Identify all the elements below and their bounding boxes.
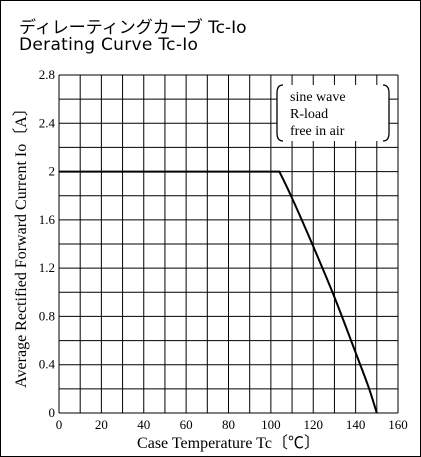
x-tick-label: 60 — [180, 417, 193, 432]
y-tick-labels: 0 0.4 0.8 1.2 1.6 2 2.4 2.8 — [39, 67, 56, 420]
x-tick-label: 120 — [304, 417, 324, 432]
legend-text-line: R-load — [290, 107, 328, 122]
series-line — [59, 170, 378, 414]
x-tick-label: 160 — [388, 417, 408, 432]
legend: sine wave R-load free in air — [276, 84, 390, 142]
x-axis-label: Case Temperature Tc〔℃〕 — [137, 434, 320, 452]
legend-text-line: sine wave — [290, 90, 346, 105]
y-tick-label: 1.2 — [39, 260, 55, 275]
y-tick-label: 0 — [49, 405, 56, 420]
legend-background — [277, 85, 389, 141]
x-tick-label: 100 — [261, 417, 281, 432]
x-tick-label: 0 — [56, 417, 63, 432]
x-tick-label: 140 — [346, 417, 366, 432]
x-tick-label: 40 — [137, 417, 150, 432]
legend-bracket-left — [276, 84, 284, 142]
y-tick-label: 0.4 — [39, 357, 56, 372]
y-axis-label: Average Rectified Forward Current Io〔A〕 — [12, 100, 30, 388]
y-tick-label: 1.6 — [39, 212, 56, 227]
y-tick-label: 2.4 — [39, 115, 56, 130]
chart-subtitle: Derating Curve Tc-Io — [19, 35, 199, 55]
series-layer — [59, 170, 378, 414]
x-tick-labels: 0 20 40 60 80 100 120 140 160 — [56, 417, 408, 432]
chart-title: ディレーティングカーブ Tc-Io — [19, 18, 247, 38]
x-tick-label: 80 — [222, 417, 235, 432]
y-tick-label: 2 — [49, 164, 56, 179]
y-tick-label: 0.8 — [39, 308, 55, 323]
legend-text-line: free in air — [290, 124, 345, 139]
x-tick-label: 20 — [95, 417, 108, 432]
legend-bracket-right — [382, 84, 390, 142]
y-tick-label: 2.8 — [39, 67, 55, 82]
